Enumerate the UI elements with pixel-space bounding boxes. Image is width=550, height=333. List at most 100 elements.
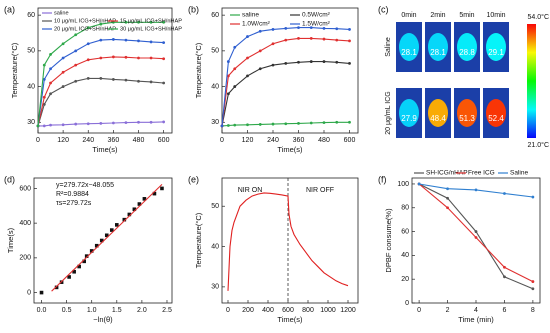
- legend-label: 1.5W/cm²: [302, 21, 331, 28]
- x-tick-label: 240: [82, 137, 94, 144]
- data-marker: [531, 287, 535, 291]
- data-marker: [284, 38, 288, 42]
- y-tick-label: 30: [211, 284, 219, 291]
- data-point: [127, 212, 132, 217]
- y-tick-label: 20: [401, 276, 409, 283]
- data-marker: [111, 78, 115, 81]
- x-tick-label: 600: [158, 137, 170, 144]
- y-tick-label: 60: [401, 228, 409, 235]
- data-marker: [124, 38, 128, 42]
- data-point: [54, 285, 59, 290]
- data-marker: [111, 121, 115, 125]
- x-tick-label: 8: [531, 307, 535, 314]
- data-marker: [49, 92, 52, 96]
- x-tick-label: 0: [417, 307, 421, 314]
- data-marker: [246, 74, 249, 78]
- data-marker: [42, 103, 46, 106]
- y-tick-label: 100: [397, 181, 409, 188]
- data-marker: [137, 56, 140, 60]
- data-marker: [309, 26, 313, 30]
- y-axis-label: DPBF consume(%): [384, 208, 393, 273]
- data-marker: [297, 121, 300, 125]
- data-marker: [271, 63, 275, 67]
- legend-label: saline: [242, 12, 259, 19]
- temperature-label: 28.8: [459, 48, 475, 57]
- data-marker: [99, 56, 103, 60]
- y-tick-label: 30: [27, 119, 35, 126]
- temperature-label: 27.9: [401, 114, 417, 123]
- x-axis-label: Time(s): [92, 145, 118, 154]
- data-marker: [137, 120, 140, 124]
- y-tick-label: 30: [211, 119, 219, 126]
- x-tick-label: 800: [302, 307, 314, 314]
- legend-label: SH-ICG/nHAP: [426, 170, 468, 177]
- annotation: τs=279.72s: [56, 200, 92, 207]
- y-axis-label: Time(s): [6, 227, 15, 253]
- legend-label: 10 μg/mL ICG+SH/nHAP: [54, 18, 116, 24]
- panel-label: (c): [378, 4, 389, 14]
- column-label: 0min: [401, 12, 416, 19]
- data-line: [37, 77, 164, 127]
- data-marker: [111, 38, 115, 41]
- column-label: 10min: [486, 12, 505, 19]
- row-label: 20 μg/mL ICG: [385, 91, 392, 134]
- data-line: [37, 21, 164, 126]
- data-marker: [335, 60, 339, 64]
- data-marker: [49, 81, 52, 85]
- data-marker: [226, 60, 230, 63]
- data-marker: [417, 182, 421, 186]
- data-marker: [322, 26, 326, 30]
- y-axis-label: Temperature(°C): [194, 212, 203, 268]
- plot-frame: [221, 7, 359, 134]
- hot-spot: [486, 33, 506, 61]
- y-tick-label: 40: [211, 83, 219, 90]
- data-line: [221, 27, 350, 126]
- data-marker: [61, 123, 65, 127]
- data-point: [109, 228, 114, 232]
- plot-frame: [411, 177, 541, 304]
- plot-frame: [37, 7, 173, 134]
- data-marker: [42, 124, 46, 128]
- y-tick-label: 50: [211, 203, 219, 210]
- legend-label: 30 μg/mL ICG+SH/nHAP: [120, 26, 182, 32]
- data-marker: [162, 81, 166, 85]
- temperature-label: 29.1: [488, 48, 504, 57]
- data-marker: [246, 56, 249, 60]
- row-label: Saline: [385, 37, 392, 57]
- data-point: [82, 259, 86, 264]
- x-tick-label: 600: [344, 137, 356, 144]
- y-tick-label: 40: [211, 243, 219, 250]
- data-marker: [74, 33, 78, 37]
- data-marker: [246, 123, 249, 127]
- data-point: [89, 249, 94, 253]
- data-marker: [284, 61, 288, 65]
- x-tick-label: 120: [242, 137, 254, 144]
- data-marker: [284, 26, 288, 30]
- data-point: [115, 223, 119, 227]
- data-marker: [297, 26, 300, 30]
- data-point: [39, 290, 44, 295]
- plot-frame: [221, 177, 359, 304]
- data-marker: [124, 55, 128, 59]
- y-tick-label: 60: [27, 12, 35, 19]
- data-marker: [474, 230, 478, 233]
- data-marker: [49, 67, 52, 71]
- data-marker: [42, 78, 46, 81]
- data-marker: [233, 45, 237, 49]
- x-tick-label: 4: [474, 307, 478, 314]
- y-tick-label: 600: [19, 185, 31, 192]
- y-tick-label: 400: [19, 220, 31, 227]
- x-tick-label: 1.5: [112, 307, 122, 314]
- data-marker: [335, 27, 339, 31]
- column-label: 2min: [430, 12, 445, 19]
- data-marker: [137, 79, 140, 83]
- data-marker: [149, 120, 153, 124]
- data-marker: [86, 58, 90, 62]
- x-tick-label: 2.0: [137, 307, 147, 314]
- data-point: [99, 238, 104, 243]
- annotation: NIR OFF: [306, 187, 334, 194]
- data-marker: [42, 63, 46, 67]
- data-marker: [74, 122, 78, 126]
- data-marker: [124, 78, 128, 82]
- data-marker: [49, 123, 52, 127]
